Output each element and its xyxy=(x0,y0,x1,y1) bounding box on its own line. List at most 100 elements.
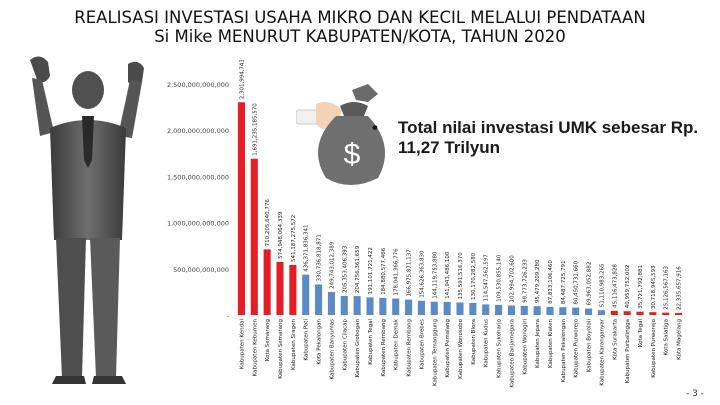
x-tick-label: Kabupaten Blora xyxy=(471,319,477,365)
x-tick-label: Kabupaten Purworejo xyxy=(574,318,580,377)
value-label: 135,591,516,370 xyxy=(458,252,464,300)
x-tick-label: Kabupaten Banjarnegara xyxy=(509,319,515,388)
bar xyxy=(263,249,271,315)
y-tick-label: - xyxy=(227,312,230,320)
value-label: 80,450,731,660 xyxy=(574,260,580,304)
x-tick-label: Kabupaten Tegal xyxy=(368,319,374,365)
value-label: 35,721,792,881 xyxy=(638,265,644,309)
bar xyxy=(675,312,683,315)
x-tick-labels: Kabupaten Kendal Kabupaten Kebumen Kota Se… xyxy=(239,318,682,387)
x-tick-label: Kabupaten Brebes xyxy=(419,319,425,370)
value-label: 87,813,106,460 xyxy=(548,260,554,304)
bar xyxy=(559,307,567,315)
x-tick-label: Kota Salatiga xyxy=(664,319,670,355)
x-tick-label: Kabupaten Pemalang xyxy=(445,319,451,378)
x-tick-label: Kabupaten Semarang xyxy=(278,319,284,379)
bar xyxy=(237,102,245,315)
value-label: 184,880,577,466 xyxy=(381,247,387,295)
bar xyxy=(636,311,644,315)
bar xyxy=(649,312,657,315)
bar xyxy=(443,301,451,315)
x-tick-label: Kabupaten Wonosobo xyxy=(458,318,464,379)
x-tick-label: Kabupaten Karanganyar xyxy=(599,318,605,385)
x-tick-label: Kabupaten Purworejo xyxy=(651,318,657,377)
value-label: 204,756,361,659 xyxy=(355,245,361,293)
x-tick-label: Kota Tegal xyxy=(638,319,644,348)
money-bag-icon: $ xyxy=(296,84,386,185)
value-label: 574,948,064,339 xyxy=(278,211,284,259)
investment-bar-chart: - 500,000,000,000 1,000,000,000,000 1,500,0… xyxy=(167,60,683,388)
y-tick-label: 2,500,000,000,000 xyxy=(167,81,229,89)
x-tick-label: Kabupaten Sukoharjo xyxy=(497,318,503,377)
y-tick-label: 1,000,000,000,000 xyxy=(167,220,229,228)
bar xyxy=(546,306,554,315)
bar xyxy=(469,302,477,315)
value-label: 51,110,983,265 xyxy=(599,263,605,307)
x-tick-label: Kabupaten Klaten xyxy=(548,318,554,368)
bar xyxy=(405,299,413,315)
value-label: 1,691,235,185,570 xyxy=(252,103,258,156)
value-label: 69,963,052,882 xyxy=(587,262,593,306)
value-label: 2,301,994,743,315 xyxy=(239,60,245,99)
value-label: 22,335,657,916 xyxy=(677,266,683,310)
bar xyxy=(276,261,284,315)
x-tick-label: Kabupaten Rembang xyxy=(407,319,413,377)
bar xyxy=(417,300,425,315)
bar xyxy=(430,301,438,315)
bar xyxy=(507,305,515,315)
value-label: 30,718,945,593 xyxy=(651,265,657,309)
callout-text: Total nilai investasi UMK sebesar Rp. 11… xyxy=(398,118,699,157)
x-tick-label: Kabupaten Cilacap xyxy=(342,319,348,371)
x-tick-label: Kabupaten Sragen xyxy=(291,318,297,369)
bar xyxy=(623,311,631,315)
bar xyxy=(597,310,605,315)
value-label: 25,126,567,163 xyxy=(664,265,670,309)
value-label: 130,170,282,580 xyxy=(471,252,477,300)
value-label: 154,626,363,830 xyxy=(419,250,425,298)
y-tick-label: 2,000,000,000,000 xyxy=(167,127,229,135)
value-label: 436,371,836,341 xyxy=(304,224,310,271)
x-tick-label: Kota Surakarta xyxy=(612,319,618,360)
x-tick-label: Kabupaten Pekalongan xyxy=(561,318,567,382)
bar xyxy=(482,304,490,315)
bar xyxy=(315,284,323,315)
bar xyxy=(327,291,335,315)
bar xyxy=(572,307,580,315)
callout-bullet: • xyxy=(372,118,378,137)
x-tick-label: Kabupaten Banyumas xyxy=(329,319,335,380)
value-label: 710,205,640,776 xyxy=(265,199,271,247)
bar xyxy=(353,296,361,315)
x-tick-label: Kabupaten Boyolali xyxy=(587,319,593,373)
x-tick-label: Kabupaten Kendal xyxy=(239,319,245,370)
page-number: - 3 - xyxy=(686,389,704,399)
value-label: 141,943,486,100 xyxy=(445,251,451,299)
bar xyxy=(250,158,258,315)
value-label: 98,773,726,233 xyxy=(522,259,528,303)
value-label: 114,547,562,597 xyxy=(484,254,490,302)
title-line-1: REALISASI INVESTASI USAHA MIKRO DAN KECI… xyxy=(74,8,646,27)
bar xyxy=(340,296,348,315)
bar xyxy=(456,302,464,315)
bar xyxy=(366,297,374,315)
value-label: 45,116,473,828 xyxy=(612,264,618,308)
chart-title: REALISASI INVESTASI USAHA MIKRO DAN KECI… xyxy=(0,8,720,46)
x-tick-label: Kabupaten Wonogiri xyxy=(522,319,528,375)
x-tick-label: Kabupaten Rembang xyxy=(381,319,387,377)
x-tick-label: Kabupaten Kebumen xyxy=(252,318,258,376)
total-callout: • Total nilai investasi UMK sebesar Rp. … xyxy=(372,118,702,158)
y-tick-label: 1,500,000,000,000 xyxy=(167,173,229,181)
bar xyxy=(533,306,541,315)
value-label: 166,975,871,137 xyxy=(407,249,413,297)
x-tick-label: Kabupaten Jepara xyxy=(535,319,541,368)
value-label: 95,479,209,280 xyxy=(535,259,541,303)
money-bag-symbol: $ xyxy=(344,138,361,171)
bar xyxy=(585,308,593,315)
value-label: 109,530,855,140 xyxy=(497,254,503,302)
bar-series xyxy=(237,102,683,315)
x-tick-label: Kabupaten Pati xyxy=(304,319,310,361)
value-label: 144,119,753,880 xyxy=(432,251,438,299)
businessman-silhouette-icon xyxy=(30,56,144,384)
bar xyxy=(392,298,400,315)
value-labels: 2,301,994,743,315 1,691,235,185,570 710,20… xyxy=(239,60,682,310)
y-axis: - 500,000,000,000 1,000,000,000,000 1,500,0… xyxy=(167,81,230,320)
